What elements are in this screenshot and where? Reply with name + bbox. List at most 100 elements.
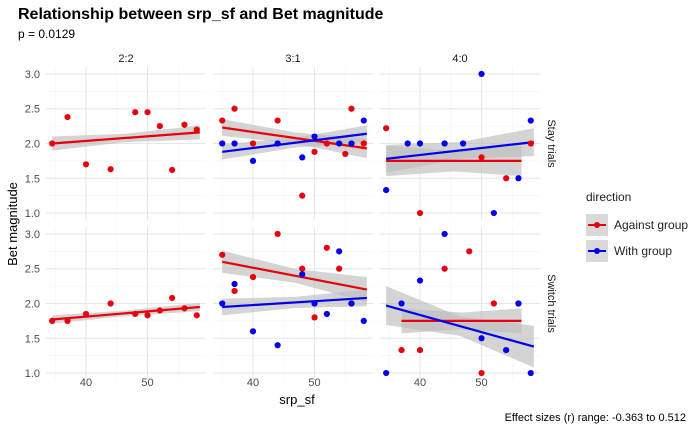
data-point: [299, 271, 306, 278]
data-point: [527, 117, 534, 124]
data-point: [249, 328, 257, 335]
data-point: [348, 140, 355, 147]
data-point: [398, 300, 405, 307]
data-point: [169, 294, 176, 302]
data-point: [503, 175, 510, 182]
legend-key-against: [586, 214, 608, 236]
y-tick-label: 2.0: [25, 299, 40, 311]
data-point: [336, 140, 343, 147]
data-point: [323, 310, 330, 318]
x-tick-label: 40: [414, 377, 426, 389]
data-point: [274, 342, 281, 349]
y-tick-label: 1.0: [25, 208, 40, 220]
data-point: [299, 192, 306, 199]
legend-key-with: [586, 240, 608, 262]
data-point: [348, 105, 355, 112]
data-point: [311, 300, 318, 307]
data-point: [156, 123, 163, 130]
data-point: [342, 150, 349, 158]
data-point: [219, 140, 226, 147]
data-point: [82, 161, 90, 168]
data-point: [478, 335, 485, 342]
data-point: [299, 265, 306, 272]
data-point: [441, 265, 448, 272]
data-point: [274, 230, 281, 238]
data-point: [441, 140, 448, 147]
y-tick-label: 2.5: [25, 104, 40, 116]
data-point: [336, 265, 343, 272]
data-point: [231, 105, 238, 112]
data-point: [478, 70, 485, 78]
data-point: [398, 346, 405, 354]
legend-title: direction: [586, 190, 632, 204]
data-point: [49, 317, 56, 324]
y-axis-title: Bet magnitude: [5, 182, 20, 266]
data-point: [107, 300, 114, 307]
x-tick-label: 50: [308, 377, 320, 389]
y-tick-label: 3.0: [25, 229, 40, 241]
legend-item-against: Against group: [586, 212, 688, 238]
y-tick-label: 1.0: [25, 368, 40, 380]
regression-line: [222, 260, 368, 291]
regression-line: [52, 131, 200, 145]
y-tick-label: 1.5: [25, 173, 40, 185]
data-point: [132, 310, 139, 318]
data-point: [144, 312, 151, 319]
y-tick-label: 1.5: [25, 333, 40, 345]
data-point: [219, 117, 226, 124]
data-point: [360, 317, 367, 324]
data-point: [231, 287, 238, 295]
data-point: [132, 109, 139, 116]
data-point: [348, 300, 355, 307]
regression-line: [386, 141, 534, 160]
data-point: [416, 140, 424, 147]
data-point: [193, 312, 200, 319]
data-point: [64, 113, 71, 121]
x-axis-title: srp_sf: [279, 392, 315, 407]
data-point: [249, 157, 257, 164]
chart-subtitle: p = 0.0129: [18, 27, 76, 41]
legend: direction Against group With group: [586, 190, 688, 264]
data-point: [478, 369, 485, 377]
data-point: [323, 244, 330, 251]
x-tick-label: 50: [141, 377, 153, 389]
data-point: [360, 117, 367, 124]
facet-label-col-3: 4:0: [452, 53, 467, 65]
data-point: [231, 280, 238, 288]
legend-label-with: With group: [614, 244, 673, 258]
y-tick-label: 3.0: [25, 69, 40, 81]
data-point: [490, 209, 497, 217]
data-point: [490, 300, 497, 307]
chart-caption: Effect sizes (r) range: -0.363 to 0.512: [504, 412, 686, 424]
data-point: [515, 175, 522, 182]
data-point: [64, 317, 71, 324]
data-point: [156, 307, 163, 314]
data-point: [416, 209, 424, 217]
data-point: [249, 140, 257, 147]
data-point: [336, 248, 343, 255]
facet-label-row-2: Switch trials: [545, 274, 557, 333]
data-point: [231, 140, 238, 147]
facet-label-col-1: 2:2: [118, 53, 133, 65]
facet-label-row-1: Stay trials: [545, 119, 557, 168]
data-point: [181, 305, 188, 312]
data-point: [311, 314, 318, 321]
data-point: [311, 148, 318, 155]
data-point: [416, 346, 424, 354]
data-point: [323, 140, 330, 147]
data-point: [274, 117, 281, 124]
data-point: [107, 166, 114, 173]
data-point: [299, 154, 306, 161]
data-point: [527, 140, 534, 147]
data-point: [274, 140, 281, 147]
data-point: [459, 140, 467, 147]
data-point: [144, 109, 151, 116]
data-point: [503, 346, 510, 354]
data-point: [219, 300, 226, 307]
regression-line: [52, 305, 200, 321]
x-tick-label: 40: [247, 377, 259, 389]
data-point: [49, 140, 56, 147]
data-point: [383, 125, 390, 132]
data-point: [383, 186, 390, 194]
y-tick-label: 2.5: [25, 264, 40, 276]
